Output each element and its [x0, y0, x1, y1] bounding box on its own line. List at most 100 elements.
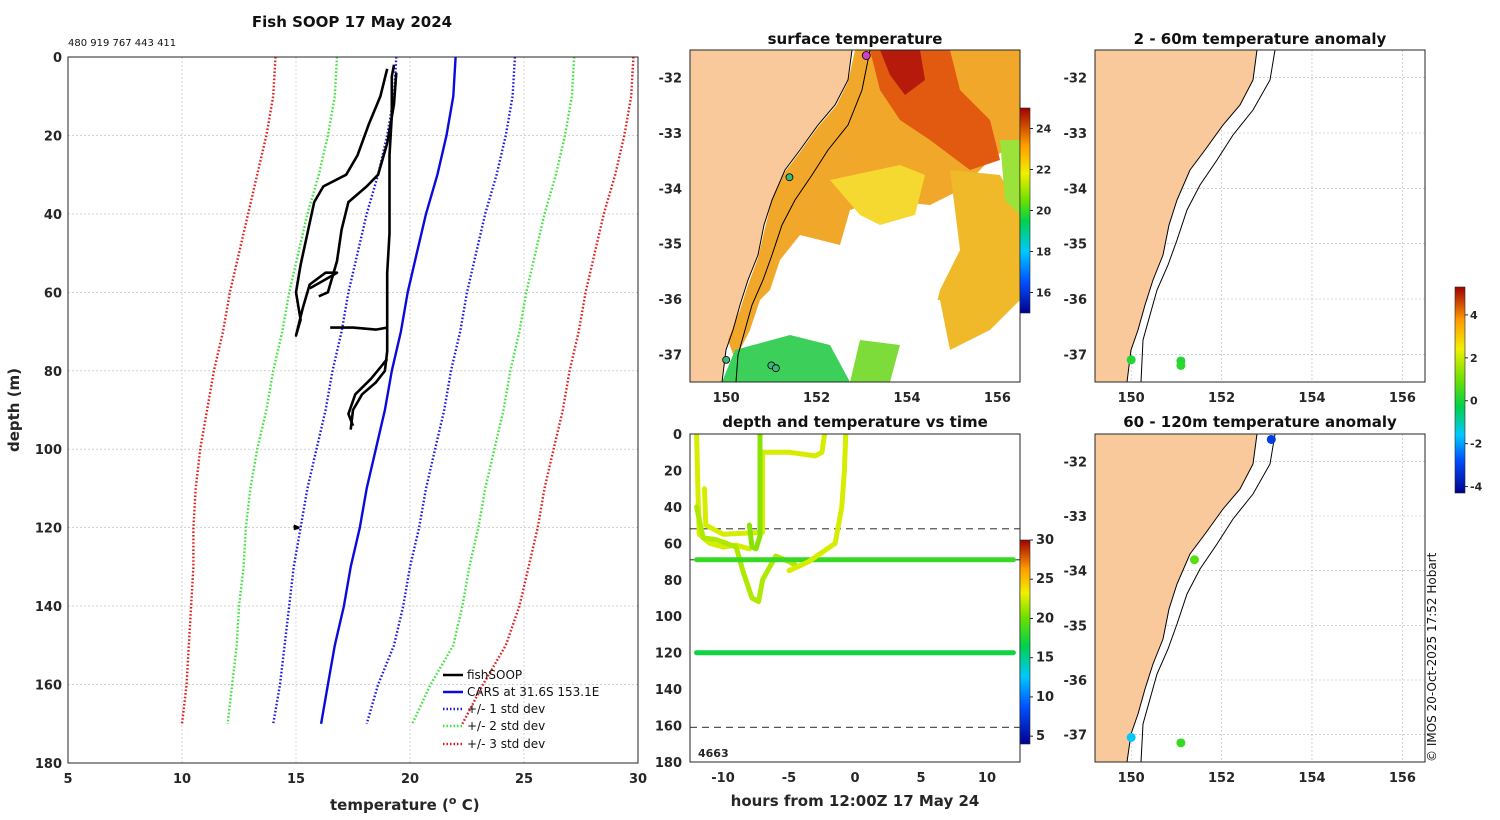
- legend-label-fish: fishSOOP: [467, 668, 522, 682]
- dt-ytick-label: 60: [664, 537, 682, 552]
- sst-station-marker: [722, 355, 731, 364]
- sst-land: [690, 50, 852, 382]
- anom2-map-area: [1095, 434, 1276, 762]
- anom2-xtick-label: 156: [1389, 771, 1416, 786]
- anom2-ytick-label: -36: [1064, 674, 1088, 689]
- profile-line-cars-at-31-6s-153-1e: [319, 56, 457, 725]
- profile-xtick-label: 20: [401, 772, 419, 787]
- profile-ytick-label: 20: [44, 129, 62, 144]
- anom2-ytick-label: -34: [1064, 565, 1088, 580]
- anom2-ytick-label: -37: [1064, 729, 1088, 744]
- profile-axes-frame: [67, 56, 639, 764]
- profile-line-fishsoop: [293, 524, 300, 531]
- dt-tracks: [694, 434, 1016, 656]
- profile-ytick-label: 180: [35, 757, 62, 772]
- copyright-footer: © IMOS 20-Oct-2025 17:52 Hobart: [1425, 552, 1439, 762]
- sst-map-area: [690, 50, 1020, 382]
- sst-eddy: [930, 170, 1020, 350]
- sst-ytick-label: -36: [659, 293, 683, 308]
- sst-stations: [722, 51, 871, 373]
- profile-subtitle: 480 919 767 443 411: [68, 38, 176, 49]
- anom2-point: [1189, 555, 1199, 565]
- dt-cbar-tick-label: 5: [1036, 729, 1045, 744]
- profile-title: Fish SOOP 17 May 2024: [252, 13, 452, 31]
- anom1-xtick-label: 150: [1118, 391, 1145, 406]
- anom1-point: [1126, 355, 1136, 365]
- profile-xtick-label: 5: [63, 772, 72, 787]
- anom2-points: [1126, 434, 1276, 748]
- sst-green-patch: [850, 340, 900, 382]
- sst-yellow-patch: [830, 165, 925, 225]
- anom1-ytick-label: -34: [1064, 182, 1088, 197]
- profile-xtick-label: 30: [629, 772, 647, 787]
- anom2-title: 60 - 120m temperature anomaly: [1123, 413, 1397, 431]
- anom1-map-area: [1095, 50, 1276, 382]
- profile-ytick-label: 80: [44, 365, 62, 380]
- legend-label-std2: +/- 2 std dev: [467, 719, 545, 733]
- dt-track: [694, 504, 799, 605]
- sst-cbar-tick-label: 22: [1036, 164, 1051, 177]
- depth-time-panel: depth and temperature vs time -10 -5 0 5 100…: [655, 413, 1054, 810]
- anom-cbar-tick-label: 2: [1470, 352, 1478, 365]
- dt-xtick-label: 10: [978, 771, 996, 786]
- profile-ytick-label: 140: [35, 600, 62, 615]
- sst-ytick-label: -33: [659, 127, 683, 142]
- sst-cbar-tick-label: 18: [1036, 246, 1051, 259]
- sst-ytick-label: -34: [659, 182, 683, 197]
- sst-station-marker: [771, 364, 780, 373]
- anom2-ticks: 150 152 154 156 -32 -33 -34 -35 -36 -37: [1064, 455, 1416, 786]
- legend-label-std1: +/- 1 std dev: [467, 702, 545, 716]
- dt-ytick-label: 40: [664, 501, 682, 516]
- anom1-ytick-label: -35: [1064, 238, 1088, 253]
- dt-xtick-label: 0: [850, 771, 859, 786]
- legend-label-std3: +/- 3 std dev: [467, 737, 545, 751]
- sst-title: surface temperature: [768, 30, 943, 48]
- sst-station-marker: [861, 51, 871, 60]
- anom1-ytick-label: -37: [1064, 348, 1088, 363]
- sst-map-panel: surface temperature 150 152 154 156 -32 -33 -3…: [659, 30, 1052, 406]
- sst-xtick-label: 156: [984, 391, 1011, 406]
- dt-colorbar-ticks: 5 10 15 20 25 30: [1030, 533, 1054, 744]
- dt-ytick-label: 0: [673, 428, 682, 443]
- sst-green-east: [1000, 140, 1020, 215]
- dt-ytick-label: 180: [655, 756, 682, 771]
- anom2-xtick-label: 154: [1298, 771, 1325, 786]
- sst-xtick-label: 154: [893, 391, 920, 406]
- dt-cbar-tick-label: 25: [1036, 572, 1054, 587]
- sst-cbar-tick-label: 16: [1036, 287, 1052, 300]
- profile-line-fishsoop: [330, 326, 388, 331]
- dt-ytick-label: 160: [655, 720, 682, 735]
- anom1-isobath: [1140, 50, 1276, 382]
- sst-ytick-label: -37: [659, 348, 683, 363]
- dt-ytick-label: 20: [664, 464, 682, 479]
- sst-shelf-isobath: [735, 50, 871, 382]
- profile-line-fishsoop: [347, 358, 389, 427]
- profile-ytick-label: 160: [35, 679, 62, 694]
- sst-coastline: [721, 50, 853, 382]
- anom1-ticks: 150 152 154 156 -32 -33 -34 -35 -36 -37: [1064, 72, 1416, 406]
- anom1-xtick-label: 152: [1208, 391, 1235, 406]
- profile-ylabel: depth (m): [5, 368, 23, 452]
- sst-ticks: 150 152 154 156 -32 -33 -34 -35 -36 -37: [659, 72, 1011, 406]
- anomaly-colorbar-ticks: -4 -2 0 2 4: [1465, 309, 1483, 494]
- sst-cloud-2: [840, 245, 930, 310]
- dt-ytick-label: 100: [655, 610, 682, 625]
- anom1-land: [1095, 50, 1258, 382]
- anom2-point: [1266, 434, 1276, 444]
- dt-track: [786, 434, 849, 574]
- profile-line--2-std-dev: [226, 56, 339, 724]
- profile-ticks: 5 10 15 20 25 30 0 20 40 60 80 100 120 140 160 180: [35, 51, 647, 787]
- profile-ytick-label: 0: [53, 51, 62, 66]
- sst-cloud-1: [760, 300, 835, 350]
- anom1-ytick-label: -33: [1064, 127, 1088, 142]
- profile-ytick-label: 40: [44, 208, 62, 223]
- profile-ytick-label: 120: [35, 522, 62, 537]
- profile-line--3-std-dev: [180, 56, 277, 724]
- dt-cbar-tick-label: 10: [1036, 690, 1054, 705]
- anom2-point: [1176, 738, 1186, 748]
- dt-ytick-label: 80: [664, 574, 682, 589]
- dt-xtick-label: 5: [916, 771, 925, 786]
- anom1-point: [1176, 360, 1186, 370]
